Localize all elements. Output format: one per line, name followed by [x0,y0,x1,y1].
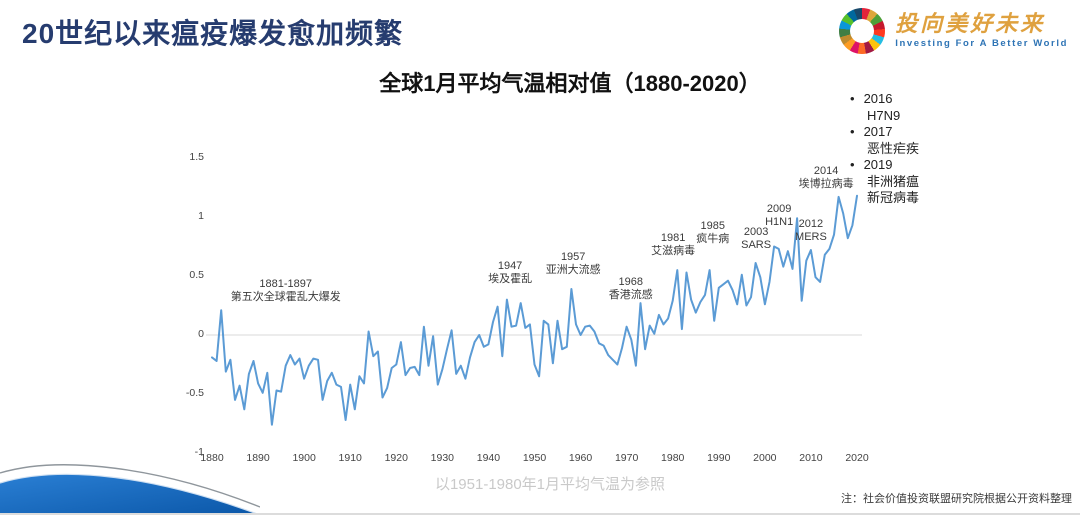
outbreak-annotation: 2009 H1N1 [704,203,854,229]
outbreak-annotation: 1957 亚洲大流感 [498,251,648,277]
y-tick-label: 1.5 [189,151,204,163]
outbreak-list-year: • 2016 [850,91,919,108]
bullet-icon: • [850,91,855,106]
outbreak-annotation: 2012 MERS [736,218,886,244]
y-tick-label: -1 [194,446,204,458]
outbreak-list-year: • 2019 [850,157,919,174]
x-tick-label: 1960 [568,452,593,464]
outbreak-annotation: 1968 香港流感 [556,276,706,302]
outbreak-annotation-line: MERS [795,231,827,243]
outbreak-annotation: 2014 埃博拉病毒 [751,165,901,191]
recent-outbreak-list: • 2016 H7N9 • 2017 恶性疟疾 • 2019 非洲猪瘟 新冠病毒 [850,91,919,207]
x-tick-label: 1980 [661,452,685,464]
brand-logo: 投向美好未来 Investing For A Better World [839,8,1068,54]
outbreak-annotation-line: SARS [741,239,772,251]
y-tick-label: 0.5 [189,269,204,281]
x-tick-label: 1950 [522,452,547,464]
x-tick-label: 1970 [614,452,639,464]
y-tick-label: -0.5 [185,387,204,399]
source-note: 注：社会价值投资联盟研究院根据公开资料整理 [841,493,1072,505]
outbreak-year-label: 2019 [863,157,893,172]
x-tick-label: 1920 [384,452,408,464]
swoosh-decoration [0,464,260,515]
x-tick-label: 1910 [338,452,362,464]
outbreak-annotation: 1881-1897 第五次全球霍乱大爆发 [211,278,361,304]
outbreak-annotation-line: 1968 [618,276,644,288]
x-tick-label: 2020 [845,452,869,464]
chart-title: 全球1月平均气温相对值（1880-2020） [379,71,761,96]
outbreak-annotation-line: 1981 [660,232,686,244]
x-tick-label: 1930 [430,452,455,464]
x-tick-label: 1900 [292,452,316,464]
y-tick-label: 0 [198,328,204,340]
outbreak-annotation: 1947 埃及霍乱 [435,260,585,286]
outbreak-annotation-line: 2014 [813,165,839,177]
x-tick-label: 1890 [246,452,270,464]
y-tick-label: 1 [198,210,204,222]
x-tick-label: 1880 [200,452,224,464]
outbreak-annotation-line: 埃博拉病毒 [798,178,854,190]
x-tick-label: 1940 [476,452,501,464]
outbreak-annotation-line: 1957 [560,251,586,263]
x-tick-label: 1990 [707,452,731,464]
outbreak-annotation-line: 第五次全球霍乱大爆发 [230,291,341,303]
outbreak-year-label: 2016 [863,91,893,106]
outbreak-annotation-line: 1985 [700,220,726,232]
brand-slogan-en: Investing For A Better World [895,38,1068,50]
outbreak-annotation: 1985 疯牛病 [638,220,788,246]
sdg-wheel-icon [839,8,886,54]
outbreak-annotation-line: 艾滋病毒 [651,245,696,257]
outbreak-year-label: 2017 [863,124,893,139]
outbreak-annotation-line: 2003 [743,226,769,238]
brand-slogan-cn: 投向美好未来 [895,11,1046,38]
page-title: 20世纪以来瘟疫爆发愈加频繁 [22,18,404,49]
outbreak-annotation: 1981 艾滋病毒 [598,232,748,258]
bullet-icon: • [850,124,855,139]
outbreak-annotation-line: 1947 [497,260,523,272]
slide-bottom-border [0,513,1080,515]
x-tick-label: 2000 [753,452,777,464]
outbreak-annotation-line: H1N1 [765,216,794,228]
outbreak-disease-label: 恶性疟疾 [867,140,920,156]
outbreak-annotation: 2003 SARS [681,226,831,252]
outbreak-annotation-line: 2009 [766,203,792,215]
x-tick-label: 2010 [799,452,823,464]
outbreak-annotation-line: 埃及霍乱 [488,273,533,285]
outbreak-disease-label: 新冠病毒 [867,190,920,205]
outbreak-annotation-line: 2012 [798,218,824,230]
outbreak-annotation-line: 亚洲大流感 [545,264,601,276]
outbreak-annotation-line: 1881-1897 [259,278,312,290]
outbreak-annotation-line: 疯牛病 [696,233,730,245]
temperature-series-line [211,194,858,426]
brand-logo-text: 投向美好未来 Investing For A Better World [895,12,1068,50]
bullet-icon: • [850,157,855,172]
outbreak-list-year: • 2017 [850,124,919,141]
outbreak-disease-label: 非洲猪瘟 [867,173,920,189]
chart-caption: 以1951-1980年1月平均气温为参照 [434,476,666,493]
outbreak-annotation-line: 香港流感 [608,289,653,301]
outbreak-disease-label: H7N9 [867,107,901,123]
